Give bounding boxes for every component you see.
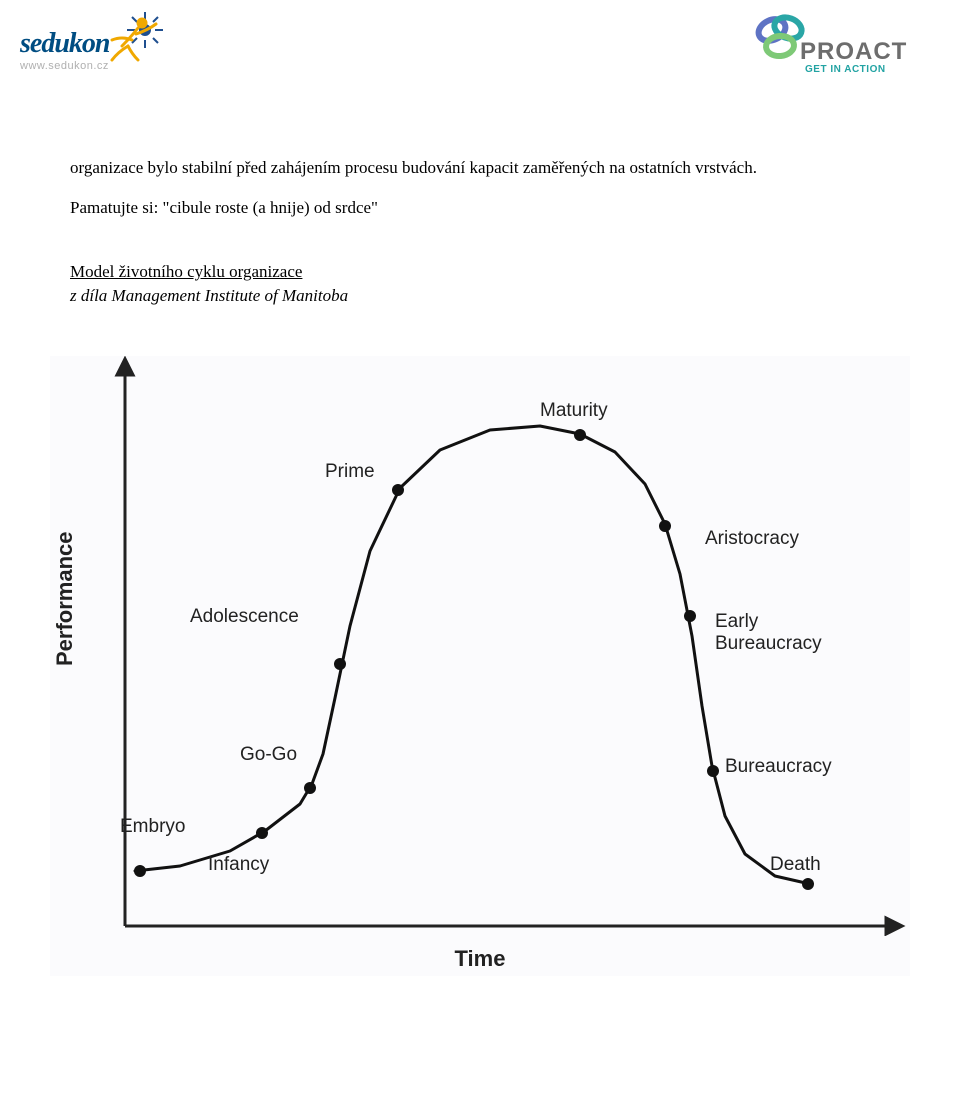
runner-icon bbox=[108, 16, 160, 62]
chart-x-axis-label: Time bbox=[50, 946, 910, 972]
sedukon-brand-text: sedukon bbox=[20, 28, 109, 60]
section-subtitle: z díla Management Institute of Manitoba bbox=[70, 286, 890, 306]
page: sedukon www.sedukon.cz PROACT GET IN ACT… bbox=[0, 0, 960, 1120]
lifecycle-chart: Performance EmbryoInfancyGo-GoAdolescenc… bbox=[50, 356, 910, 976]
body-text: organizace bylo stabilní před zahájením … bbox=[70, 155, 890, 222]
stage-label-early-bureaucracy: EarlyBureaucracy bbox=[715, 611, 822, 655]
stage-label-prime: Prime bbox=[325, 461, 375, 483]
sedukon-logo: sedukon www.sedukon.cz bbox=[20, 10, 190, 80]
stage-label-death: Death bbox=[770, 854, 821, 876]
stage-label-bureaucracy: Bureaucracy bbox=[725, 756, 832, 778]
stage-label-go-go: Go-Go bbox=[240, 744, 297, 766]
proact-brand-text: PROACT bbox=[800, 38, 907, 66]
stage-label-aristocracy: Aristocracy bbox=[705, 528, 799, 550]
paragraph-1: organizace bylo stabilní před zahájením … bbox=[70, 155, 890, 181]
paragraph-2: Pamatujte si: "cibule roste (a hnije) od… bbox=[70, 195, 890, 221]
page-header: sedukon www.sedukon.cz PROACT GET IN ACT… bbox=[70, 10, 890, 100]
stage-label-maturity: Maturity bbox=[540, 400, 608, 422]
stage-label-embryo: Embryo bbox=[120, 816, 185, 838]
sedukon-logo-wrap: sedukon www.sedukon.cz bbox=[20, 10, 170, 80]
proact-logo: PROACT GET IN ACTION bbox=[750, 10, 920, 90]
stage-label-infancy: Infancy bbox=[208, 854, 269, 876]
proact-logo-wrap: PROACT GET IN ACTION bbox=[750, 10, 910, 90]
sedukon-url-text: www.sedukon.cz bbox=[20, 60, 109, 72]
stage-label-adolescence: Adolescence bbox=[190, 606, 299, 628]
section-title: Model životního cyklu organizace bbox=[70, 262, 890, 282]
proact-tagline-text: GET IN ACTION bbox=[805, 64, 886, 75]
